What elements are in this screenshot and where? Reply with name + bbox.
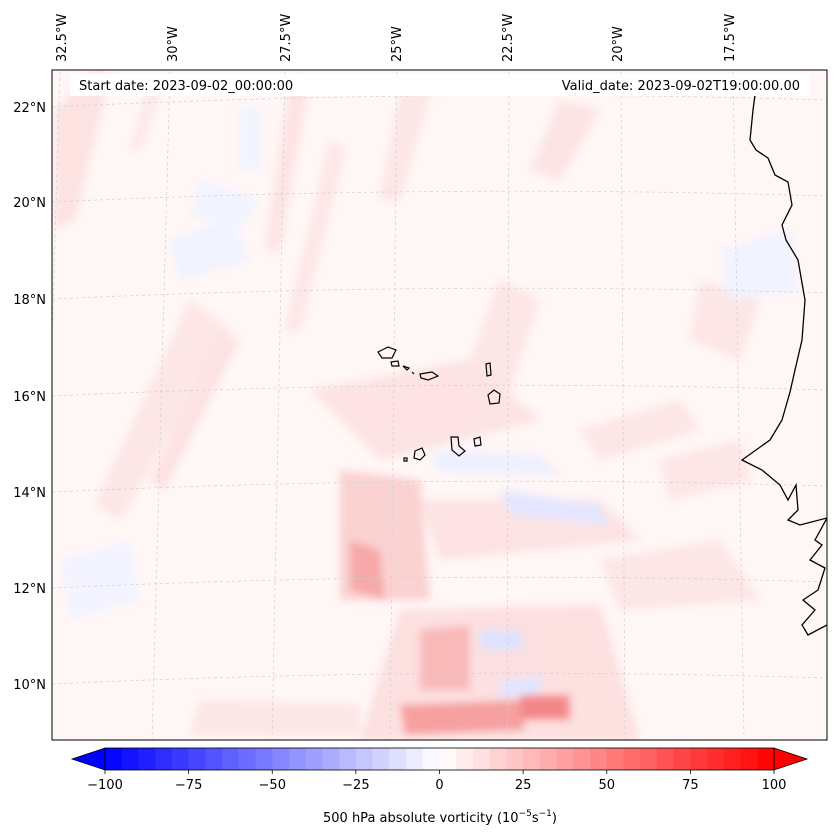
colorbar-segment [757,748,775,770]
date-header-box [70,74,810,96]
colorbar-segment [171,748,190,770]
colorbar-segment [489,748,507,770]
colorbar-segment [439,748,457,770]
colorbar-segment [138,748,156,770]
map-plot-area [52,70,827,740]
colorbar-segment [539,748,558,770]
colorbar-tick-label: 25 [515,778,532,793]
lon-label: 27.5°W [279,14,294,62]
colorbar-segment [606,748,624,770]
colorbar-segment [155,748,173,770]
colorbar-segment [673,748,691,770]
map-frame [51,69,828,741]
colorbar-segment [406,748,424,770]
lat-label: 22°N [13,101,46,116]
colorbar-segment [573,748,591,770]
colorbar-label-mid: s [532,811,539,826]
colorbar-segment [322,748,340,770]
colorbar-segment [372,748,390,770]
lat-label: 12°N [13,582,46,597]
colorbar-segment [523,748,541,770]
colorbar-label-end: ) [552,811,557,826]
colorbar-label-exp1: −5 [519,809,532,819]
lon-label: 32.5°W [55,14,70,62]
colorbar-segments [105,748,775,770]
lon-label: 17.5°W [723,14,738,62]
colorbar-segment [506,748,524,770]
colorbar-segment [723,748,742,770]
colorbar-ticks: −100 −75 −50 −25 0 25 50 75 100 [87,770,786,793]
valid-date-text: Valid_date: 2023-09-02T19:00:00.00 [562,79,800,94]
colorbar-tick-label: 100 [762,778,787,793]
lat-label: 16°N [13,390,46,405]
colorbar-segment [707,748,725,770]
colorbar-tick-label: −75 [175,778,202,793]
colorbar-segment [640,748,658,770]
colorbar-label: 500 hPa absolute vorticity (10−5s−1) [323,809,557,826]
colorbar-tick-label: 50 [598,778,615,793]
colorbar-segment [105,748,123,770]
colorbar-segment [590,748,608,770]
colorbar-segment [305,748,323,770]
colorbar-segment [222,748,240,770]
colorbar-tick-label: −100 [87,778,123,793]
colorbar-label-exp2: −1 [539,809,552,819]
lon-label: 25°W [390,26,405,62]
colorbar-tick-label: 0 [435,778,443,793]
longitude-labels: 32.5°W 30°W 27.5°W 25°W 22.5°W 20°W 17.5… [55,14,738,62]
colorbar-segment [472,748,491,770]
colorbar-segment [456,748,474,770]
colorbar-segment [656,748,675,770]
lon-label: 22.5°W [501,14,516,62]
lat-label: 14°N [13,486,46,501]
lat-label: 10°N [13,678,46,693]
colorbar-segment [272,748,290,770]
colorbar-segment [422,748,440,770]
colorbar-segment [556,748,574,770]
colorbar-segment [355,748,374,770]
colorbar-tick-label: −50 [259,778,286,793]
map-gridlines [52,71,827,740]
colorbar-segment [255,748,273,770]
lon-label: 30°W [166,26,181,62]
african-coastline [740,79,827,636]
colorbar-segment [740,748,758,770]
colorbar-label-main: 500 hPa absolute vorticity (10 [323,811,519,826]
colorbar-tick-label: 75 [682,778,699,793]
colorbar-segment [288,748,307,770]
lon-label: 20°W [611,26,626,62]
latitude-labels: 22°N 20°N 18°N 16°N 14°N 12°N 10°N [13,101,46,693]
cape-verde-islands [377,346,501,462]
colorbar-segment [188,748,206,770]
colorbar: −100 −75 −50 −25 0 25 50 75 100 500 hPa absolute… [70,747,809,826]
colorbar-segment [339,748,357,770]
vorticity-field [55,70,800,740]
lat-label: 20°N [13,196,46,211]
colorbar-segment [238,748,257,770]
lat-label: 18°N [13,293,46,308]
colorbar-segment [389,748,407,770]
colorbar-extend-left [70,747,106,771]
colorbar-segment [205,748,223,770]
colorbar-extend-right [773,747,809,771]
start-date-text: Start date: 2023-09-02_00:00:00 [79,79,293,94]
colorbar-segment [121,748,139,770]
colorbar-segment [623,748,641,770]
colorbar-segment [690,748,708,770]
colorbar-tick-label: −25 [342,778,369,793]
